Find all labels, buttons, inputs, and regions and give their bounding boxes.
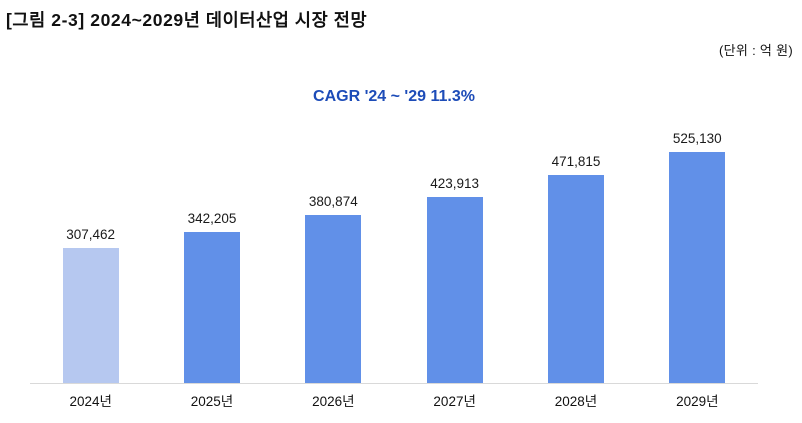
bar-column: 342,205 (151, 125, 272, 383)
bar-column: 471,815 (515, 125, 636, 383)
bar-2027년 (426, 197, 483, 383)
bar-column: 307,462 (30, 125, 151, 383)
cagr-annotation: CAGR '24 ~ '29 11.3% (313, 88, 475, 105)
bar-value-label: 342,205 (187, 211, 237, 226)
bar-2026년 (305, 215, 362, 383)
x-axis-labels: 2024년 2025년 2026년 2027년 2028년 2029년 (30, 390, 758, 410)
unit-label: (단위 : 억 원) (719, 43, 793, 58)
bar-column: 525,130 (637, 125, 758, 383)
bar-2025년 (183, 232, 240, 383)
bar-2029년 (669, 152, 726, 383)
bar-chart: 307,462 342,205 380,874 423,913 471,815 525,1… (30, 125, 758, 383)
x-axis-label: 2024년 (69, 394, 112, 409)
bar-2028년 (547, 175, 604, 383)
x-axis-line (30, 383, 758, 384)
x-axis-label: 2027년 (433, 394, 476, 409)
bar-value-label: 525,130 (672, 131, 722, 146)
bar-column: 423,913 (394, 125, 515, 383)
figure-title: [그림 2-3] 2024~2029년 데이터산업 시장 전망 (6, 10, 368, 30)
x-axis-label: 2028년 (554, 394, 598, 409)
bar-2024년 (62, 248, 119, 383)
bar-value-label: 471,815 (551, 154, 601, 169)
bar-value-label: 380,874 (308, 194, 358, 209)
x-axis-label: 2026년 (312, 394, 355, 409)
bar-value-label: 307,462 (66, 227, 116, 242)
bar-column: 380,874 (273, 125, 394, 383)
bar-value-label: 423,913 (430, 176, 480, 191)
x-axis-label: 2025년 (190, 394, 234, 409)
x-axis-label: 2029년 (676, 394, 719, 409)
